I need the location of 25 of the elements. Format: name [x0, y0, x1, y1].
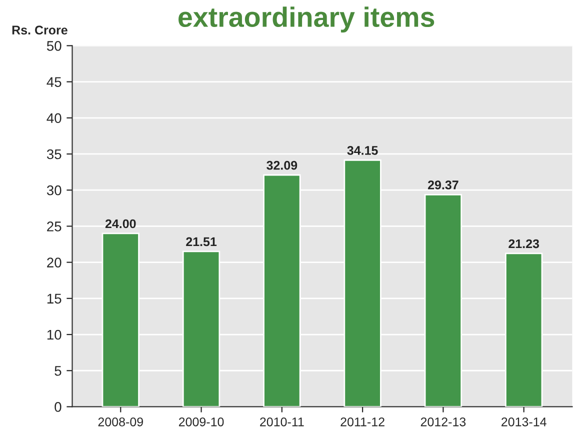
- y-tick-label: 0: [54, 402, 62, 412]
- y-axis-title: Rs. Crore: [12, 26, 68, 35]
- data-label: 29.37: [428, 180, 458, 190]
- x-tick-label: 2013-14: [502, 417, 546, 426]
- y-tick-label: 35: [46, 149, 62, 160]
- x-tick-label: 2008-09: [98, 417, 143, 426]
- data-label: 21.51: [186, 237, 217, 246]
- data-label: 34.15: [347, 146, 378, 155]
- x-tick-label: 2011-12: [340, 417, 384, 426]
- data-label: 24.00: [105, 219, 136, 228]
- chart-title: extraordinary items: [178, 6, 434, 33]
- y-tick-label: 50: [46, 41, 62, 51]
- x-tick-label: 2012-13: [420, 417, 466, 426]
- data-label: 21.23: [508, 239, 540, 248]
- data-label: 32.09: [266, 160, 298, 170]
- y-tick-label: 30: [46, 185, 62, 196]
- y-tick-label: 25: [47, 222, 62, 232]
- x-tick-label: 2009-10: [178, 417, 224, 426]
- y-tick-label: 5: [54, 366, 62, 376]
- y-tick-label: 45: [46, 77, 62, 87]
- x-tick-label: 2010-11: [260, 417, 304, 426]
- y-tick-label: 10: [47, 330, 62, 340]
- y-tick-label: 15: [47, 294, 62, 304]
- y-tick-label: 40: [46, 113, 62, 124]
- y-tick-label: 20: [47, 258, 62, 268]
